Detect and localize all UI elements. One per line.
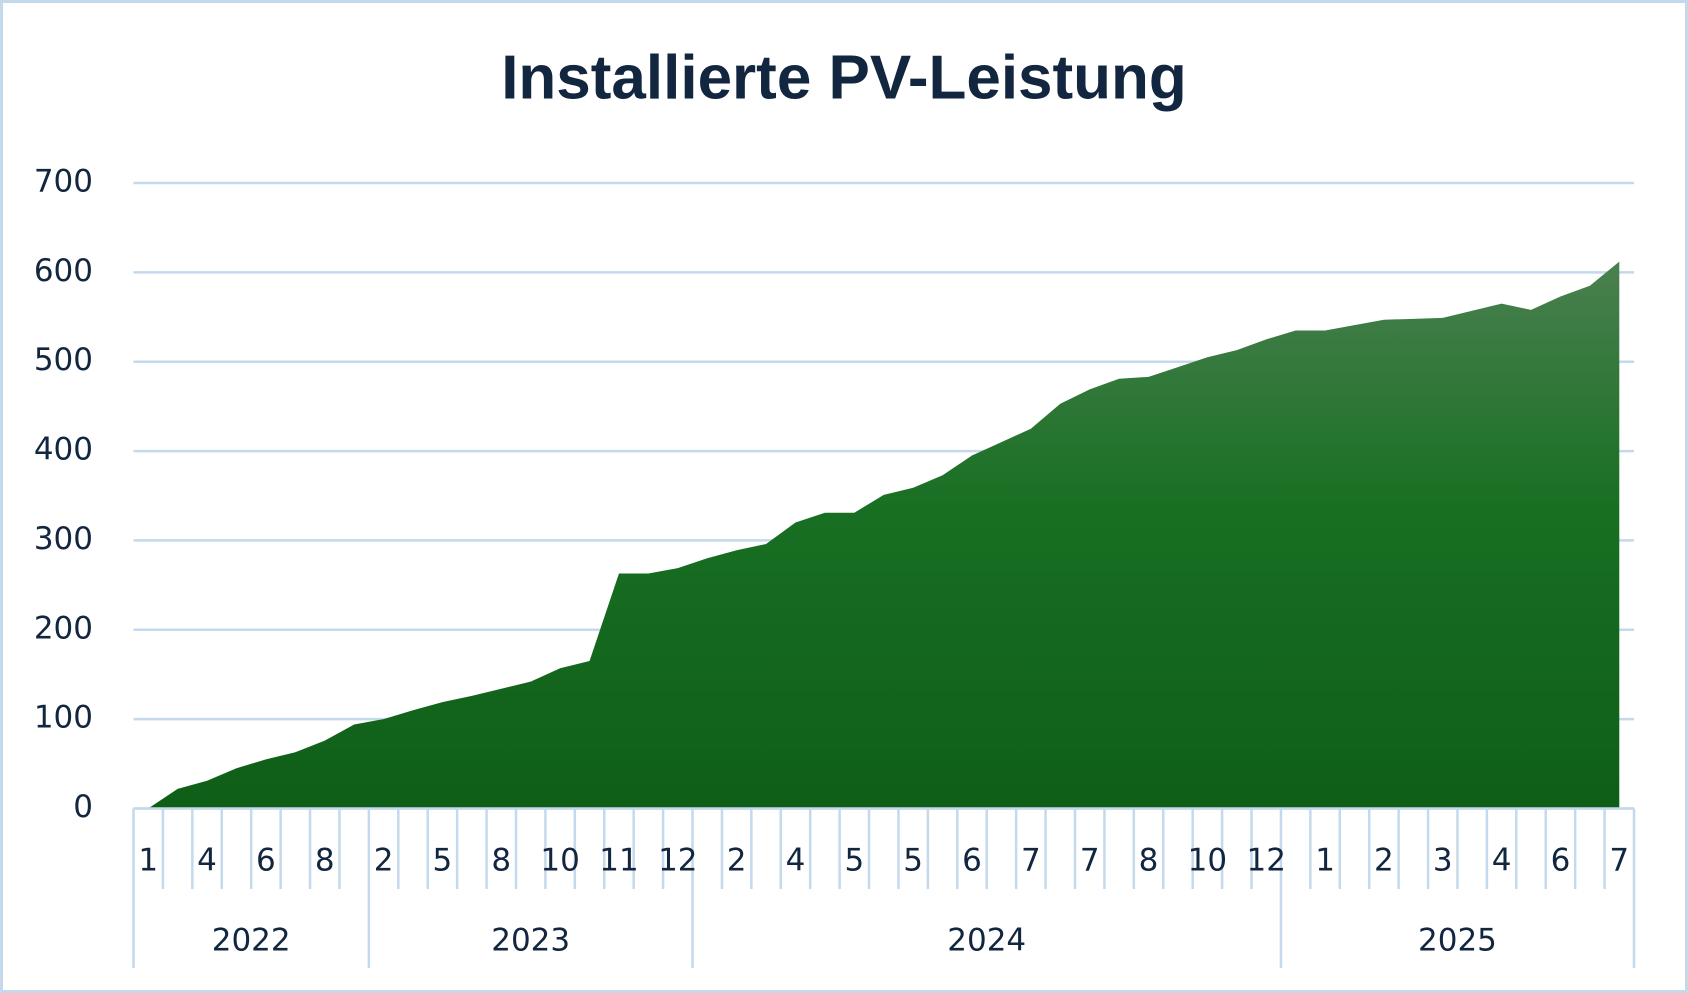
y-tick-label: 500: [34, 342, 93, 378]
x-tick-label: 12: [658, 843, 697, 879]
x-tick-label: 6: [1551, 843, 1571, 879]
x-tick-label: 4: [197, 843, 217, 879]
x-tick-label: 7: [1080, 843, 1100, 879]
y-tick-label: 0: [73, 789, 93, 825]
area: [148, 261, 1620, 809]
x-tick-label: 4: [1492, 843, 1512, 879]
chart-title: Installierte PV-Leistung: [501, 43, 1187, 112]
x-tick-label: 5: [433, 843, 453, 879]
y-tick-label: 400: [34, 432, 93, 468]
x-tick-label: 10: [540, 843, 579, 879]
x-group-label: 2024: [947, 923, 1026, 959]
y-tick-label: 600: [34, 253, 93, 289]
x-group-label: 2023: [491, 923, 570, 959]
x-tick-label: 5: [903, 843, 923, 879]
x-tick-label: 1: [1315, 843, 1335, 879]
x-tick-label: 7: [1609, 843, 1629, 879]
y-tick-label: 300: [34, 521, 93, 557]
x-tick-label: 10: [1188, 843, 1227, 879]
x-tick-label: 8: [315, 843, 335, 879]
x-tick-label: 5: [844, 843, 864, 879]
y-tick-label: 700: [34, 164, 93, 200]
x-tick-label: 12: [1247, 843, 1286, 879]
x-tick-label: 11: [599, 843, 638, 879]
x-tick-label: 2: [727, 843, 747, 879]
x-tick-label: 2: [374, 843, 394, 879]
x-tick-label: 6: [256, 843, 276, 879]
x-tick-label: 3: [1433, 843, 1453, 879]
x-group-label: 2022: [212, 923, 291, 959]
x-tick-label: 4: [786, 843, 806, 879]
x-tick-label: 7: [1021, 843, 1041, 879]
x-tick-label: 6: [962, 843, 982, 879]
x-group-label: 2025: [1418, 923, 1497, 959]
x-tick-label: 2: [1374, 843, 1394, 879]
x-tick-label: 8: [1139, 843, 1159, 879]
x-tick-label: 1: [138, 843, 158, 879]
x-tick-label: 8: [491, 843, 511, 879]
y-tick-label: 100: [34, 700, 93, 736]
y-tick-label: 200: [34, 610, 93, 646]
